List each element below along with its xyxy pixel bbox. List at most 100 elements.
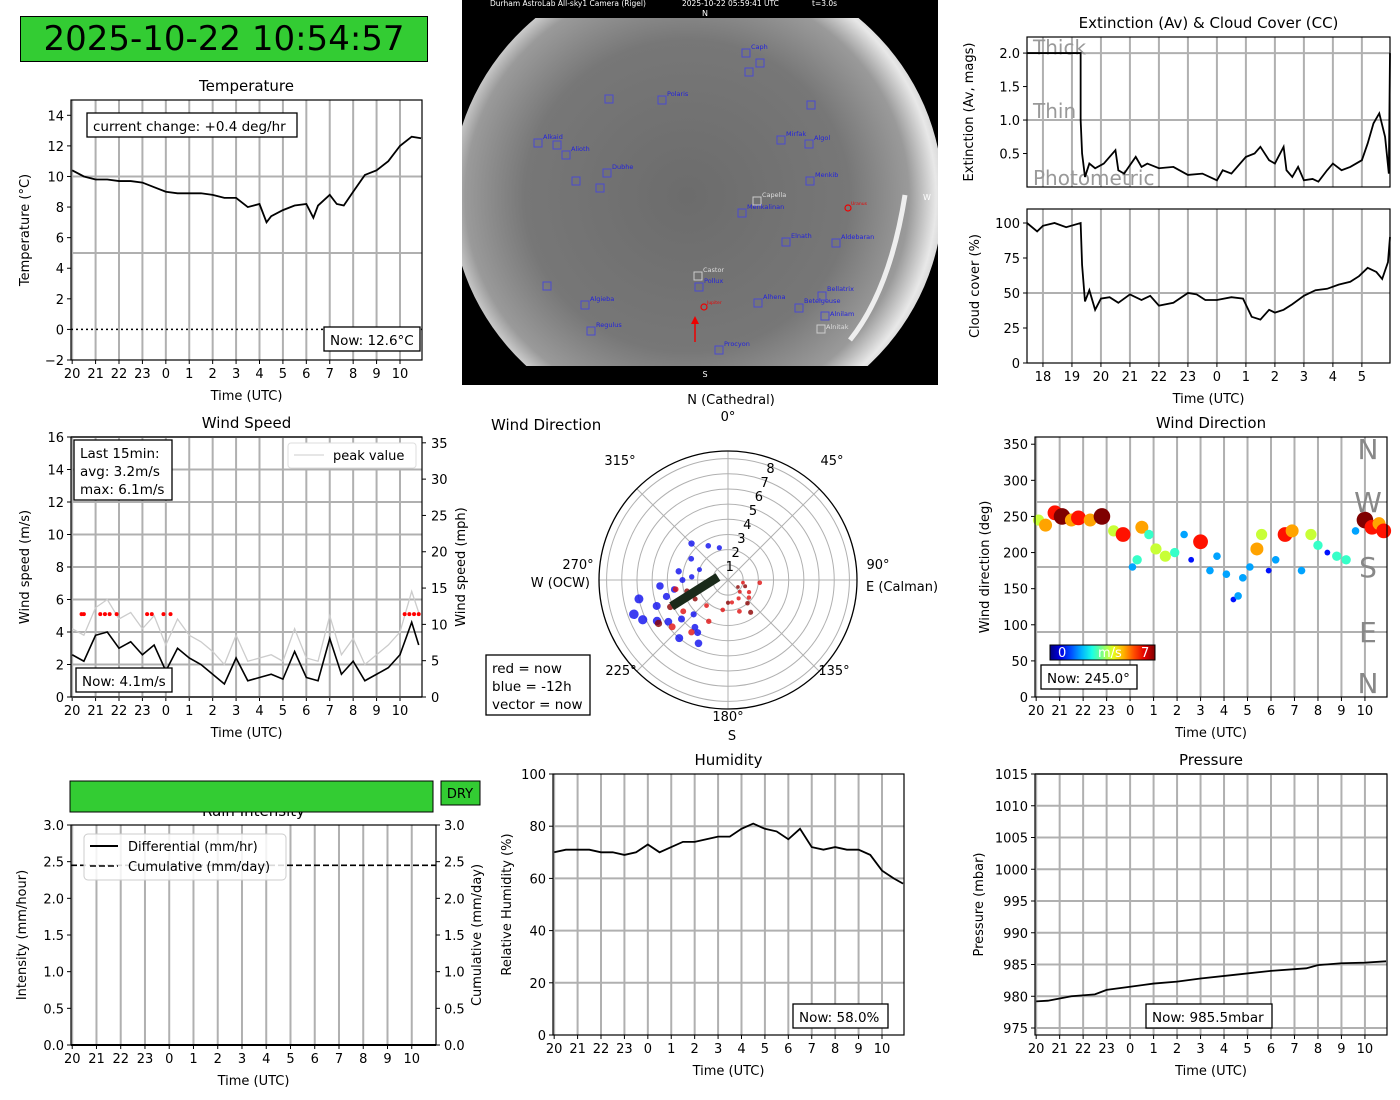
x-axis-label: Time (UTC): [1172, 392, 1245, 407]
radial-tick-label: 8: [766, 462, 774, 477]
polar-legend-text: blue = -12h: [492, 679, 572, 695]
old-wind-point: [694, 639, 703, 648]
wind-direction-point: [1170, 547, 1180, 558]
x-axis-label: Time (UTC): [210, 389, 283, 404]
recent-wind-point: [729, 600, 735, 605]
old-wind-point: [638, 615, 648, 625]
wind-direction-point: [1246, 563, 1254, 571]
y-tick-label: 12: [47, 496, 64, 511]
y-right-tick-label: 2.5: [444, 856, 465, 871]
star-label: Procyon: [724, 340, 750, 348]
recent-wind-point: [737, 608, 742, 614]
x-tick-label: 1: [189, 1052, 197, 1067]
old-wind-point: [691, 623, 699, 631]
now-label-text: Now: 245.0°: [1047, 671, 1130, 687]
wind-direction-point: [1324, 549, 1331, 556]
old-wind-point: [675, 634, 684, 643]
old-wind-point: [694, 629, 702, 637]
star-label: Alnilam: [830, 310, 854, 318]
wind-direction-point: [1193, 534, 1208, 550]
angle-tick-label: 315°: [604, 454, 635, 469]
y-right-tick-label: 25: [431, 509, 448, 524]
x-tick-label: 21: [1051, 704, 1068, 719]
old-wind-point: [677, 615, 685, 623]
dome-edge-structure: [848, 194, 908, 342]
wind-direction-point: [1222, 570, 1231, 579]
gust-marker: [81, 612, 86, 617]
y-tick-label: 1.5: [999, 81, 1020, 96]
old-wind-point: [690, 611, 697, 618]
planet-marker: [700, 303, 708, 311]
star-marker: [753, 298, 763, 308]
y-right-tick-label: 35: [431, 437, 448, 452]
wind-direction-point: [1285, 524, 1299, 538]
x-tick-label: 23: [134, 704, 151, 719]
y-right-tick-label: 30: [431, 473, 448, 488]
temperature-chart: 20 21 22 23 0 1 2 3 4 5 6 7 8 9 10−202468101214Tempera…: [18, 77, 423, 404]
recent-wind-point: [692, 596, 698, 602]
x-tick-label: 7: [1290, 1042, 1298, 1057]
x-tick-label: 8: [831, 1042, 839, 1057]
y-tick-label: 0: [1020, 691, 1028, 706]
y-tick-label: 40: [529, 925, 546, 940]
y-axis-label: Intensity (mm/hour): [15, 870, 30, 1000]
x-tick-label: 22: [111, 367, 128, 382]
x-tick-label: 0: [644, 1042, 652, 1057]
y-right-tick-label: 0.0: [444, 1039, 465, 1054]
x-tick-label: 0: [165, 1052, 173, 1067]
change-annotation: [86, 112, 298, 138]
camera-exposure: t=3.0s: [812, 0, 837, 8]
x-tick-label: 2: [1173, 704, 1181, 719]
angle-tick-label: 270°: [562, 558, 593, 573]
y-axis-label: Pressure (mbar): [972, 852, 987, 956]
x-tick-label: 8: [1314, 704, 1322, 719]
chart-title: Wind Speed: [202, 414, 292, 432]
camera-header-time: 2025-10-22 05:59:41 UTC: [682, 0, 779, 8]
x-tick-label: 0: [1213, 370, 1221, 385]
star-marker: [804, 139, 814, 149]
angular-grid-line: [636, 488, 729, 581]
west-label: W (OCW): [531, 576, 590, 591]
x-tick-label: 7: [335, 1052, 343, 1067]
y-tick-label: 995: [1003, 895, 1028, 910]
now-label-text: Now: 4.1m/s: [82, 674, 166, 690]
all-sky-camera-image: Durham AstroLab All-sky1 Camera (Rigel) 2…: [462, 0, 938, 385]
x-tick-label: 0: [162, 367, 170, 382]
legend-box: [287, 442, 417, 469]
old-wind-point: [688, 555, 695, 562]
star-label: Algol: [814, 134, 830, 142]
planet-marker: [844, 204, 852, 212]
y-tick-label: 3.0: [43, 819, 64, 834]
x-tick-label: 23: [1180, 370, 1197, 385]
radial-tick-label: 1: [726, 560, 734, 575]
x-tick-label: 3: [1196, 1042, 1204, 1057]
star-marker: [542, 281, 552, 291]
y-tick-label: 16: [47, 431, 64, 446]
plot-background: [1027, 209, 1390, 363]
star-marker: [604, 94, 614, 104]
compass-label: N: [1358, 433, 1379, 466]
x-tick-label: 3: [232, 704, 240, 719]
humidity-chart: 20 21 22 23 0 1 2 3 4 5 6 7 8 9 10020406080100Humidity…: [500, 751, 905, 1079]
cloud-cover-line: [1026, 221, 1391, 321]
y-tick-label: 10: [47, 529, 64, 544]
star-label: Bellatrix: [827, 285, 854, 293]
plot-frame: [70, 436, 423, 698]
star-marker: [586, 326, 596, 336]
y-tick-label: 12: [47, 140, 64, 155]
x-tick-label: 5: [279, 367, 287, 382]
y-tick-label: 100: [995, 217, 1020, 232]
x-tick-label: 22: [1075, 1042, 1092, 1057]
x-tick-label: 7: [326, 367, 334, 382]
wind_direction-chart: 20 21 22 23 0 1 2 3 4 5 6 7 8 9 1005010015020025030035…: [978, 414, 1392, 741]
gust-marker: [114, 612, 119, 617]
chart-title: Wind Direction: [491, 416, 601, 434]
x-tick-label: 8: [349, 367, 357, 382]
y-tick-label: 2.0: [43, 892, 64, 907]
wind-direction-point: [1188, 556, 1195, 563]
wind-direction-point: [1341, 555, 1351, 565]
x-tick-label: 9: [383, 1052, 391, 1067]
wind-direction-point: [1135, 520, 1149, 534]
star-label: Elnath: [791, 232, 812, 240]
angle-tick-label: 45°: [820, 454, 843, 469]
